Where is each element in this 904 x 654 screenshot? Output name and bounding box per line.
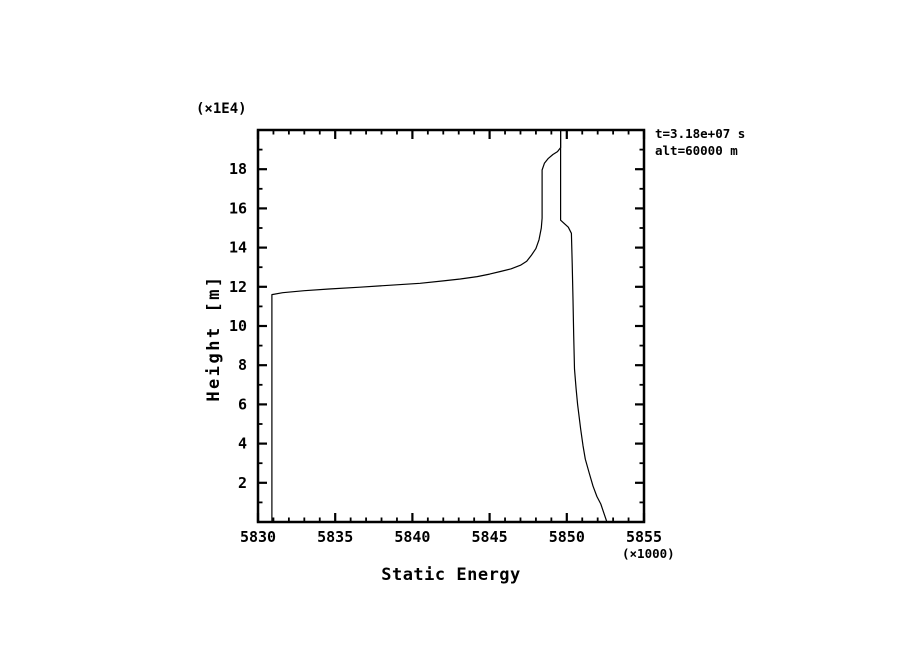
profile-ascending-branch [271,129,562,523]
x-tick-label: 5840 [394,528,430,546]
y-tick-label: 18 [229,160,247,178]
annotation-time: t=3.18e+07 s [655,126,746,141]
x-axis-title: Static Energy [381,565,521,585]
y-tick-label: 16 [229,199,247,217]
profile-descending-branch [559,129,608,523]
x-axis-multiplier-label: (×1000) [622,546,675,561]
y-axis-title: Height [m] [204,274,225,402]
x-tick-label: 5855 [626,528,662,546]
y-tick-label: 4 [238,435,247,453]
x-tick-label: 5830 [240,528,276,546]
y-tick-label: 10 [229,317,247,335]
x-tick-label: 5845 [472,528,508,546]
y-tick-label: 12 [229,278,247,296]
y-tick-label: 2 [238,474,247,492]
x-tick-label: 5850 [549,528,585,546]
y-tick-label: 14 [229,239,247,257]
x-tick-label: 5835 [317,528,353,546]
y-tick-label: 8 [238,356,247,374]
y-axis-multiplier-label: (×1E4) [196,101,247,117]
annotation-altitude: alt=60000 m [655,143,738,158]
y-tick-label: 6 [238,395,247,413]
